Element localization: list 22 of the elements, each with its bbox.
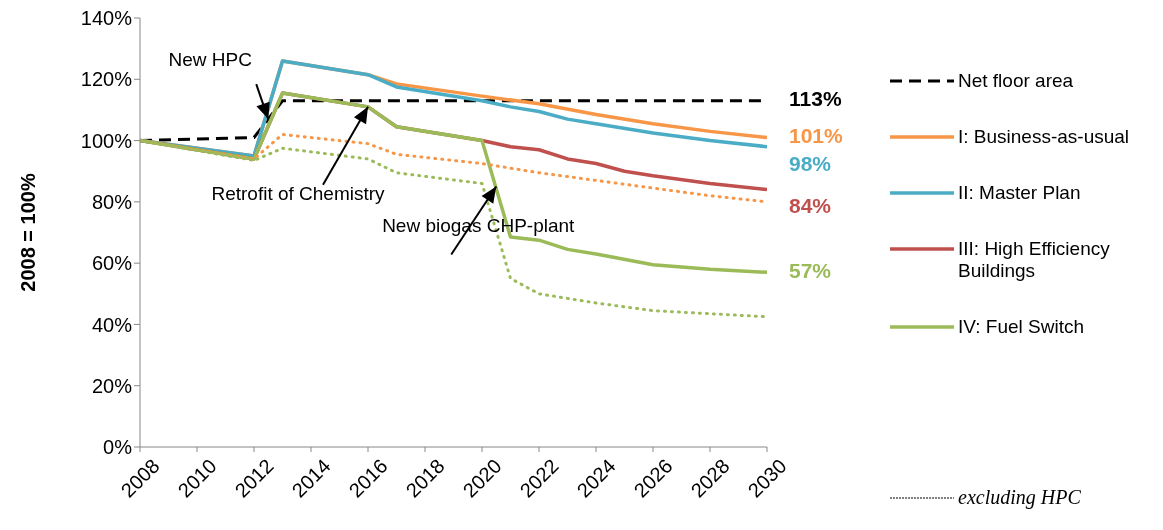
y-tick-label: 120% [80, 68, 133, 91]
text: excluding HPC [958, 486, 1081, 509]
legend-label: III: High Efficiency Buildings [958, 238, 1111, 282]
annotation: Retrofit of Chemistry [211, 182, 386, 204]
data-label: 57% [789, 258, 832, 282]
y-tick-label: 100% [80, 129, 133, 152]
data-label: 113% [789, 87, 842, 111]
y-tick-label: 40% [91, 313, 133, 336]
legend-label: II: Master Plan [958, 182, 1082, 204]
data-label: 98% [789, 152, 832, 176]
y-tick-label: 140% [80, 7, 133, 30]
legend-label: Net floor area [958, 70, 1075, 92]
data-label: 101% [789, 124, 844, 148]
legend-label: I: Business-as-usual [958, 126, 1131, 148]
y-tick-label: 0% [103, 436, 133, 459]
annotation: New HPC [168, 49, 252, 71]
legend-label: IV: Fuel Switch [958, 316, 1085, 338]
y-tick-label: 20% [91, 374, 133, 397]
y-axis-title: 2008 = 100% [17, 173, 40, 292]
data-label: 84% [789, 194, 832, 218]
y-tick-label: 60% [91, 252, 133, 275]
y-tick-label: 80% [91, 190, 133, 213]
